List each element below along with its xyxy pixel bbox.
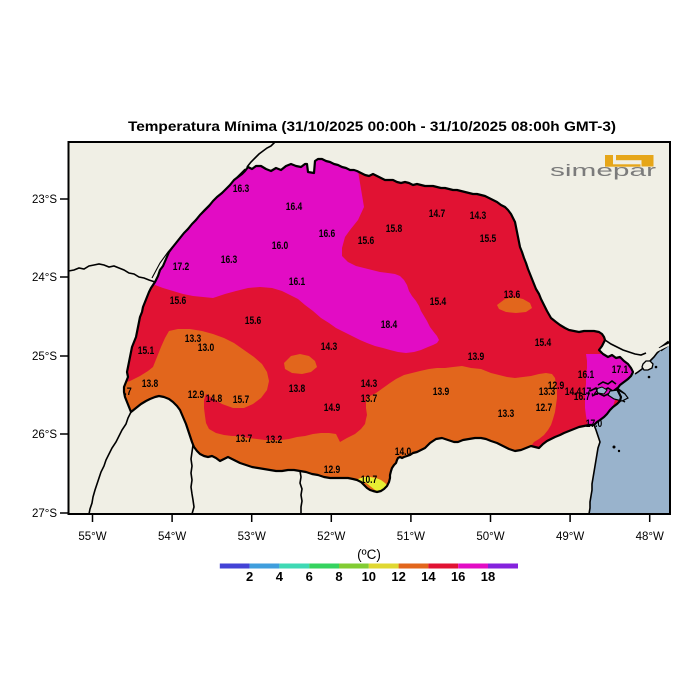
svg-text:15.7: 15.7	[233, 394, 250, 406]
svg-text:54°W: 54°W	[158, 531, 186, 543]
svg-text:17.1: 17.1	[612, 364, 629, 376]
svg-text:12.9: 12.9	[188, 389, 205, 401]
svg-text:13.7: 13.7	[361, 393, 378, 405]
svg-text:13.8: 13.8	[142, 378, 159, 390]
svg-text:52°W: 52°W	[317, 531, 345, 543]
svg-text:16.3: 16.3	[221, 254, 238, 266]
svg-text:48°W: 48°W	[636, 531, 664, 543]
svg-text:17.0: 17.0	[586, 418, 603, 430]
svg-text:26°S: 26°S	[32, 429, 57, 441]
svg-text:50°W: 50°W	[476, 531, 504, 543]
svg-text:15.1: 15.1	[138, 345, 155, 357]
svg-text:15.6: 15.6	[358, 235, 375, 247]
svg-text:13.6: 13.6	[504, 289, 521, 301]
svg-text:53°W: 53°W	[238, 531, 266, 543]
svg-text:15.6: 15.6	[170, 295, 187, 307]
svg-text:8: 8	[335, 569, 342, 584]
svg-text:17.2: 17.2	[582, 386, 599, 398]
svg-text:.7: .7	[124, 386, 132, 398]
svg-text:6: 6	[306, 569, 313, 584]
svg-text:13.7: 13.7	[236, 433, 253, 445]
svg-text:14.4: 14.4	[565, 386, 582, 398]
svg-text:16.6: 16.6	[319, 228, 336, 240]
svg-text:14.0: 14.0	[395, 446, 412, 458]
svg-text:16.1: 16.1	[289, 276, 306, 288]
svg-text:13.9: 13.9	[468, 351, 485, 363]
svg-text:16.0: 16.0	[272, 240, 289, 252]
svg-text:12.9: 12.9	[324, 464, 341, 476]
svg-text:10: 10	[362, 569, 376, 584]
svg-text:16: 16	[451, 569, 465, 584]
svg-text:14.3: 14.3	[361, 378, 378, 390]
svg-text:14.9: 14.9	[324, 402, 341, 414]
svg-text:55°W: 55°W	[78, 531, 106, 543]
svg-text:13.9: 13.9	[433, 386, 450, 398]
svg-text:15.8: 15.8	[386, 223, 403, 235]
svg-text:14.3: 14.3	[321, 341, 338, 353]
svg-text:24°S: 24°S	[32, 272, 57, 284]
svg-text:15.6: 15.6	[245, 315, 262, 327]
svg-text:25°S: 25°S	[32, 351, 57, 363]
svg-text:2: 2	[246, 569, 253, 584]
svg-text:13.3: 13.3	[539, 386, 556, 398]
svg-text:(ºC): (ºC)	[357, 547, 381, 562]
svg-text:17.2: 17.2	[173, 261, 190, 273]
svg-text:12.7: 12.7	[536, 402, 553, 414]
svg-text:12: 12	[391, 569, 405, 584]
svg-text:10.7: 10.7	[361, 474, 378, 486]
svg-text:18.4: 18.4	[381, 319, 398, 331]
svg-text:51°W: 51°W	[397, 531, 425, 543]
svg-text:13.3: 13.3	[185, 333, 202, 345]
svg-text:16.7: 16.7	[574, 391, 591, 403]
svg-text:14.7: 14.7	[429, 208, 446, 220]
svg-text:14.3: 14.3	[470, 210, 487, 222]
svg-text:Temperatura Mínima (31/10/2025: Temperatura Mínima (31/10/2025 00:00h - …	[128, 119, 616, 135]
svg-text:simepar: simepar	[550, 161, 657, 180]
svg-text:18: 18	[481, 569, 495, 584]
svg-text:12.9: 12.9	[548, 380, 565, 392]
svg-text:27°S: 27°S	[32, 508, 57, 520]
svg-text:4: 4	[276, 569, 284, 584]
svg-text:49°W: 49°W	[556, 531, 584, 543]
svg-text:13.8: 13.8	[289, 383, 306, 395]
svg-text:16.1: 16.1	[578, 369, 595, 381]
svg-text:15.4: 15.4	[430, 296, 447, 308]
svg-text:13.2: 13.2	[266, 434, 283, 446]
svg-text:23°S: 23°S	[32, 194, 57, 206]
svg-text:15.4: 15.4	[535, 337, 552, 349]
svg-text:16.4: 16.4	[286, 201, 303, 213]
svg-text:15.5: 15.5	[480, 233, 497, 245]
svg-text:13.0: 13.0	[198, 342, 215, 354]
svg-text:14.8: 14.8	[206, 393, 223, 405]
svg-text:13.3: 13.3	[498, 408, 515, 420]
svg-text:14: 14	[421, 569, 436, 584]
svg-text:16.3: 16.3	[233, 183, 250, 195]
